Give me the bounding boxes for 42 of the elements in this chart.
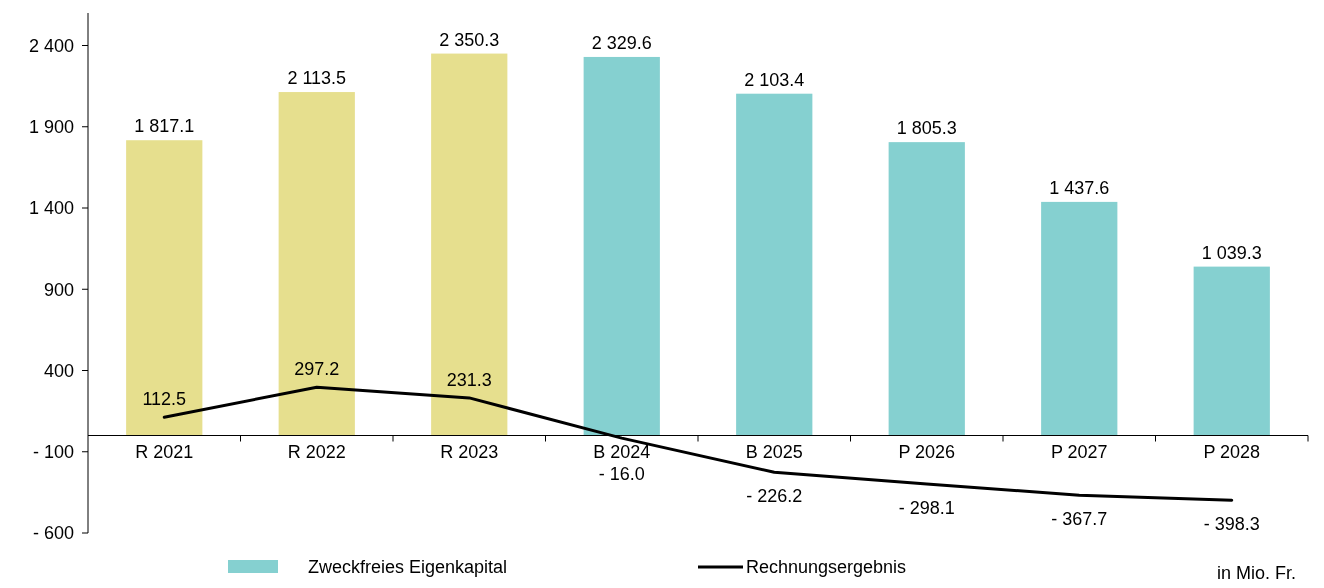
bar — [278, 92, 355, 436]
y-tick-label: - 100 — [32, 442, 74, 463]
x-tick-label: P 2026 — [898, 441, 956, 462]
x-tick-label: B 2024 — [593, 441, 651, 462]
x-tick-label: R 2022 — [287, 441, 346, 462]
data-label: 1 437.6 — [1049, 177, 1110, 198]
x-tick-label: P 2028 — [1203, 441, 1261, 462]
data-label: 2 350.3 — [439, 29, 500, 50]
data-label: 1 039.3 — [1201, 242, 1262, 263]
data-label: - 16.0 — [598, 463, 645, 484]
y-tick-label: 2 400 — [28, 35, 74, 56]
data-label: 1 805.3 — [896, 118, 957, 139]
y-tick-label: 1 900 — [28, 117, 74, 138]
data-label: - 398.3 — [1203, 514, 1260, 535]
bar — [888, 142, 965, 436]
data-label: - 226.2 — [746, 486, 803, 507]
data-label: 2 103.4 — [744, 69, 805, 90]
x-tick-label: B 2025 — [745, 441, 803, 462]
data-label: 231.3 — [446, 369, 492, 390]
x-tick-label: R 2021 — [135, 441, 194, 462]
data-label: 2 113.5 — [287, 68, 347, 89]
data-label: 297.2 — [294, 359, 340, 380]
y-tick-label: 400 — [43, 360, 74, 381]
x-tick-label: P 2027 — [1050, 441, 1108, 462]
bar — [736, 93, 813, 436]
bar — [1193, 266, 1270, 436]
data-label: - 298.1 — [898, 497, 955, 518]
data-label: 2 329.6 — [591, 32, 652, 53]
data-label: 112.5 — [142, 389, 187, 410]
legend-label: Rechnungsergebnis — [746, 557, 907, 577]
bar — [583, 56, 660, 436]
data-label: - 367.7 — [1051, 509, 1108, 530]
text: in Mio. Fr. — [1216, 563, 1296, 583]
bar — [126, 140, 203, 436]
bar — [1041, 201, 1118, 436]
x-tick-label: R 2023 — [440, 441, 499, 462]
data-label: 1 817.1 — [134, 116, 195, 137]
legend-label: Zweckfreies Eigenkapital — [308, 557, 508, 577]
bar — [431, 53, 508, 436]
y-tick-label: 900 — [43, 279, 74, 300]
y-tick-label: - 600 — [32, 523, 74, 544]
y-tick-label: 1 400 — [28, 198, 74, 219]
